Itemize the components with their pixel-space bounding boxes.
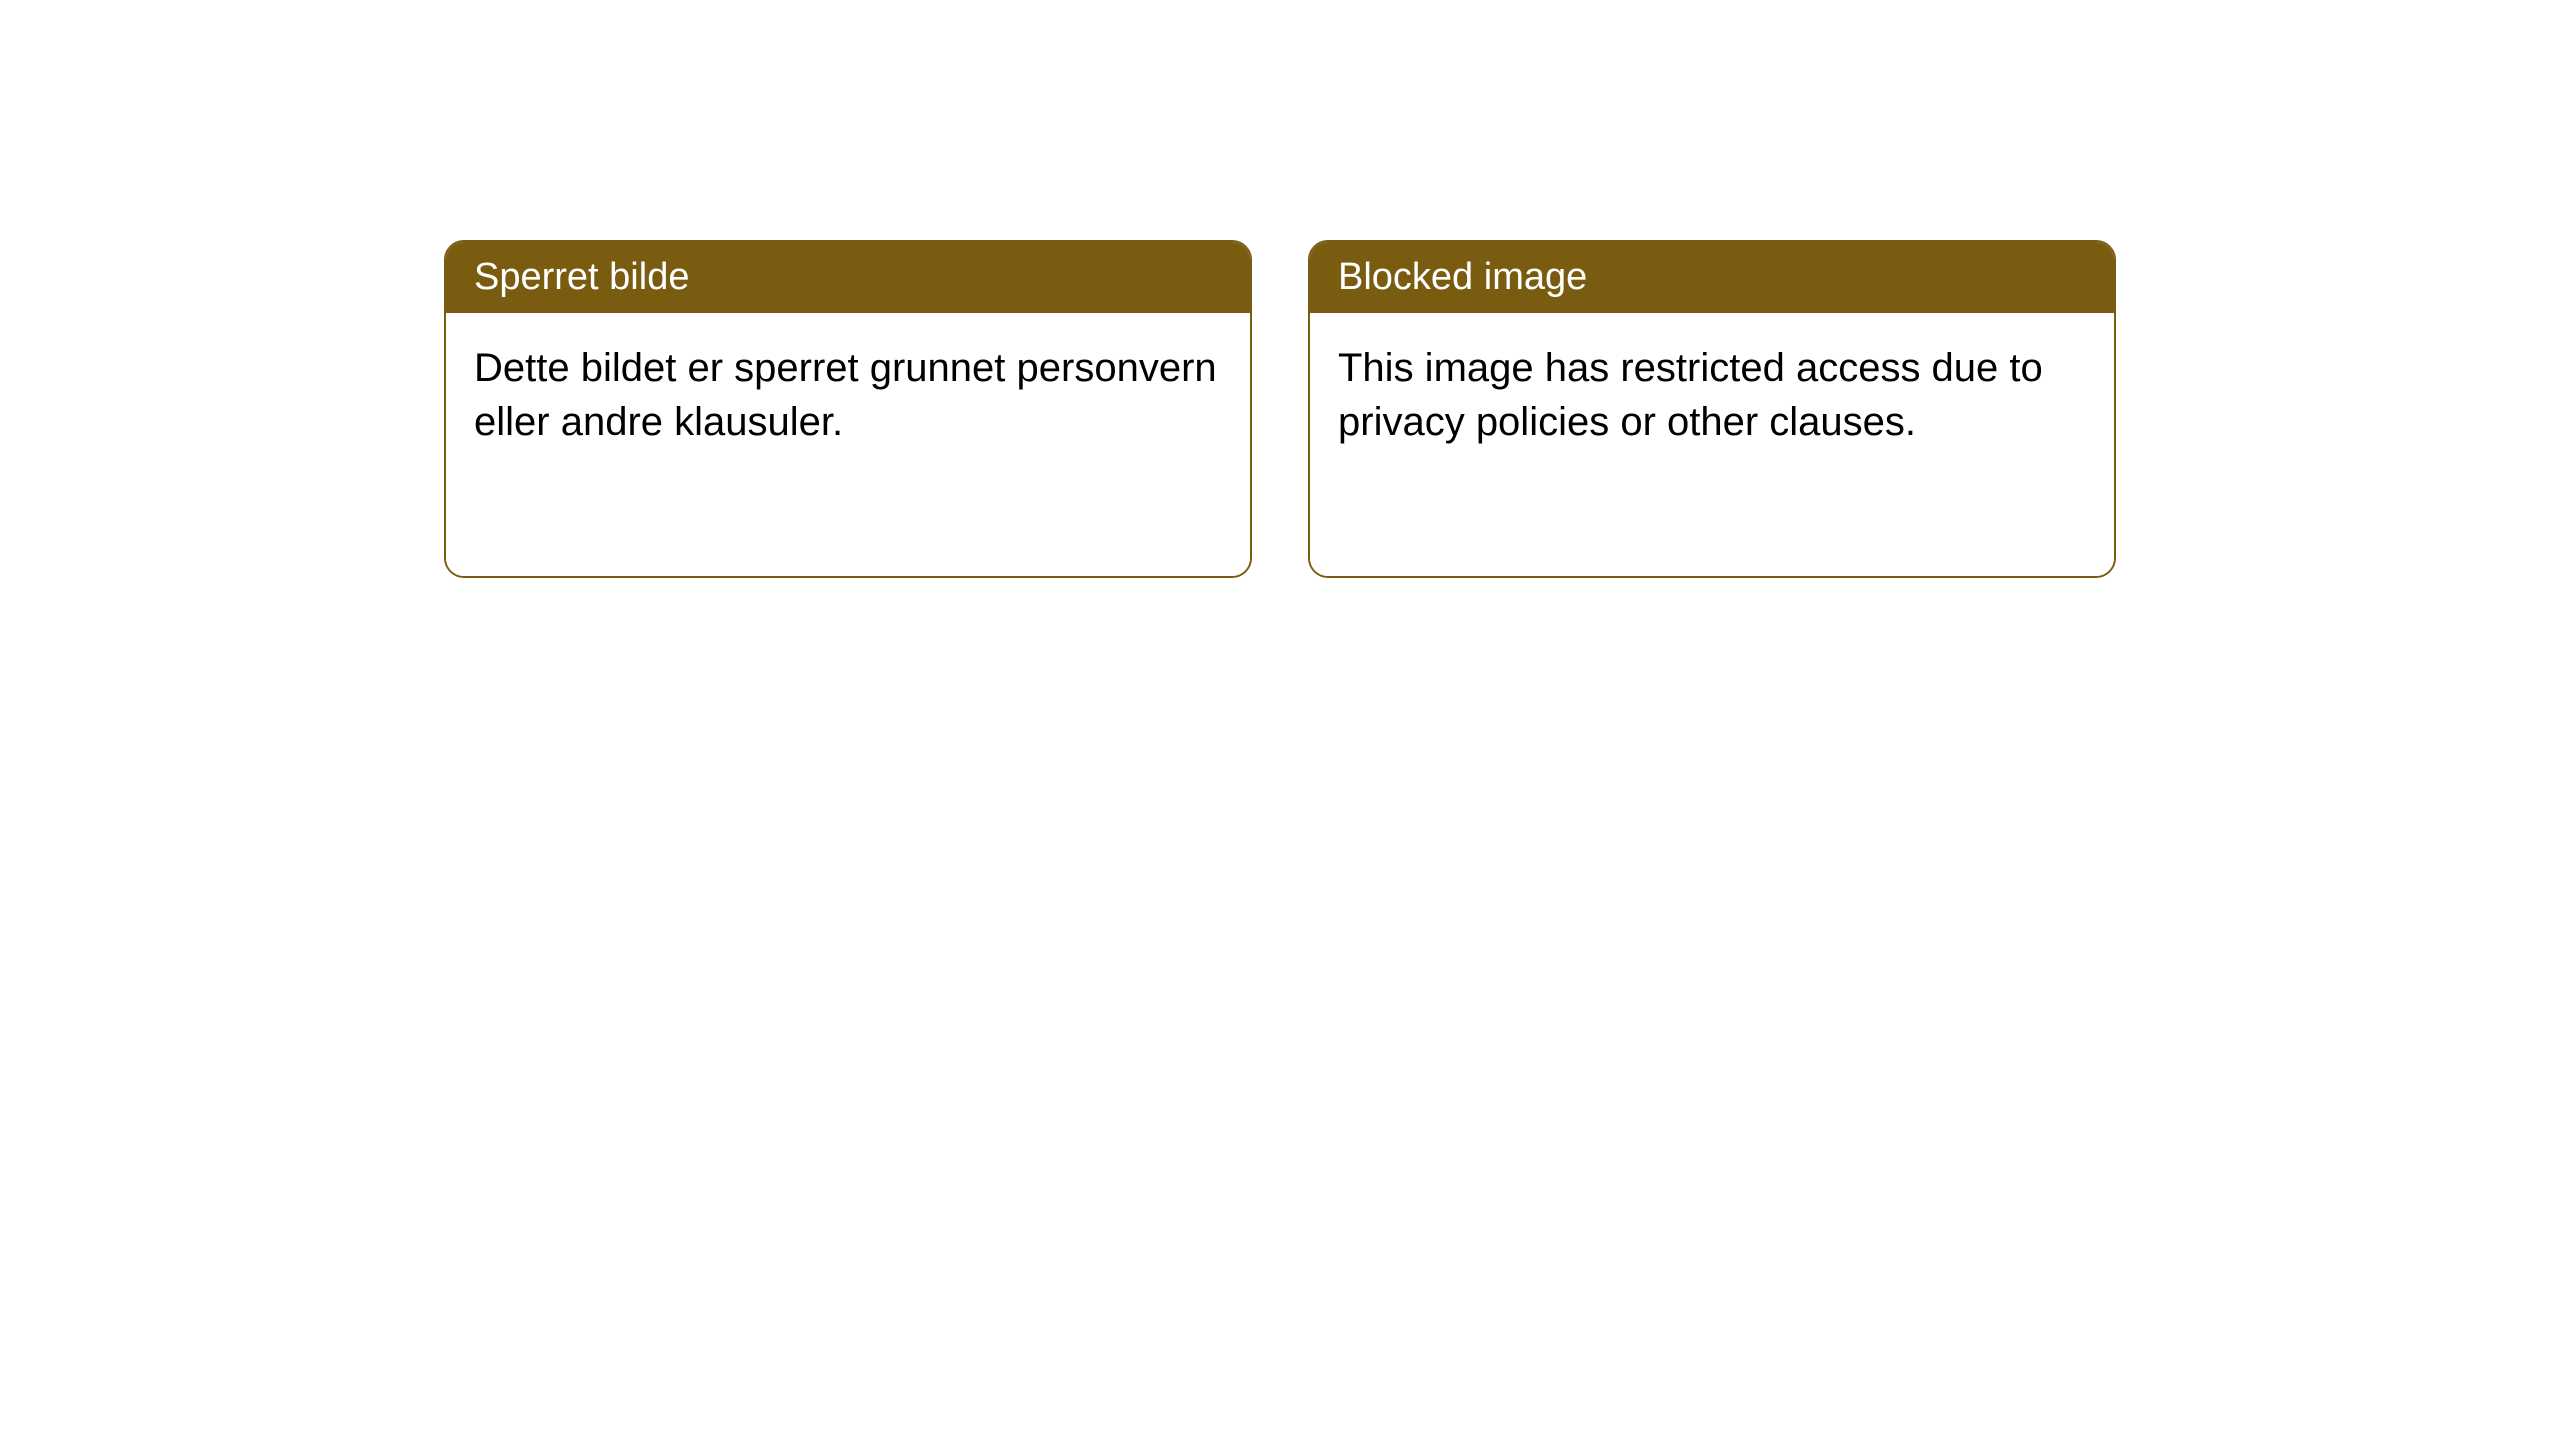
notice-container: Sperret bilde Dette bildet er sperret gr… — [444, 240, 2116, 578]
notice-header-english: Blocked image — [1310, 242, 2114, 313]
notice-box-norwegian: Sperret bilde Dette bildet er sperret gr… — [444, 240, 1252, 578]
notice-header-norwegian: Sperret bilde — [446, 242, 1250, 313]
notice-body-english: This image has restricted access due to … — [1310, 313, 2114, 576]
notice-body-norwegian: Dette bildet er sperret grunnet personve… — [446, 313, 1250, 576]
notice-box-english: Blocked image This image has restricted … — [1308, 240, 2116, 578]
